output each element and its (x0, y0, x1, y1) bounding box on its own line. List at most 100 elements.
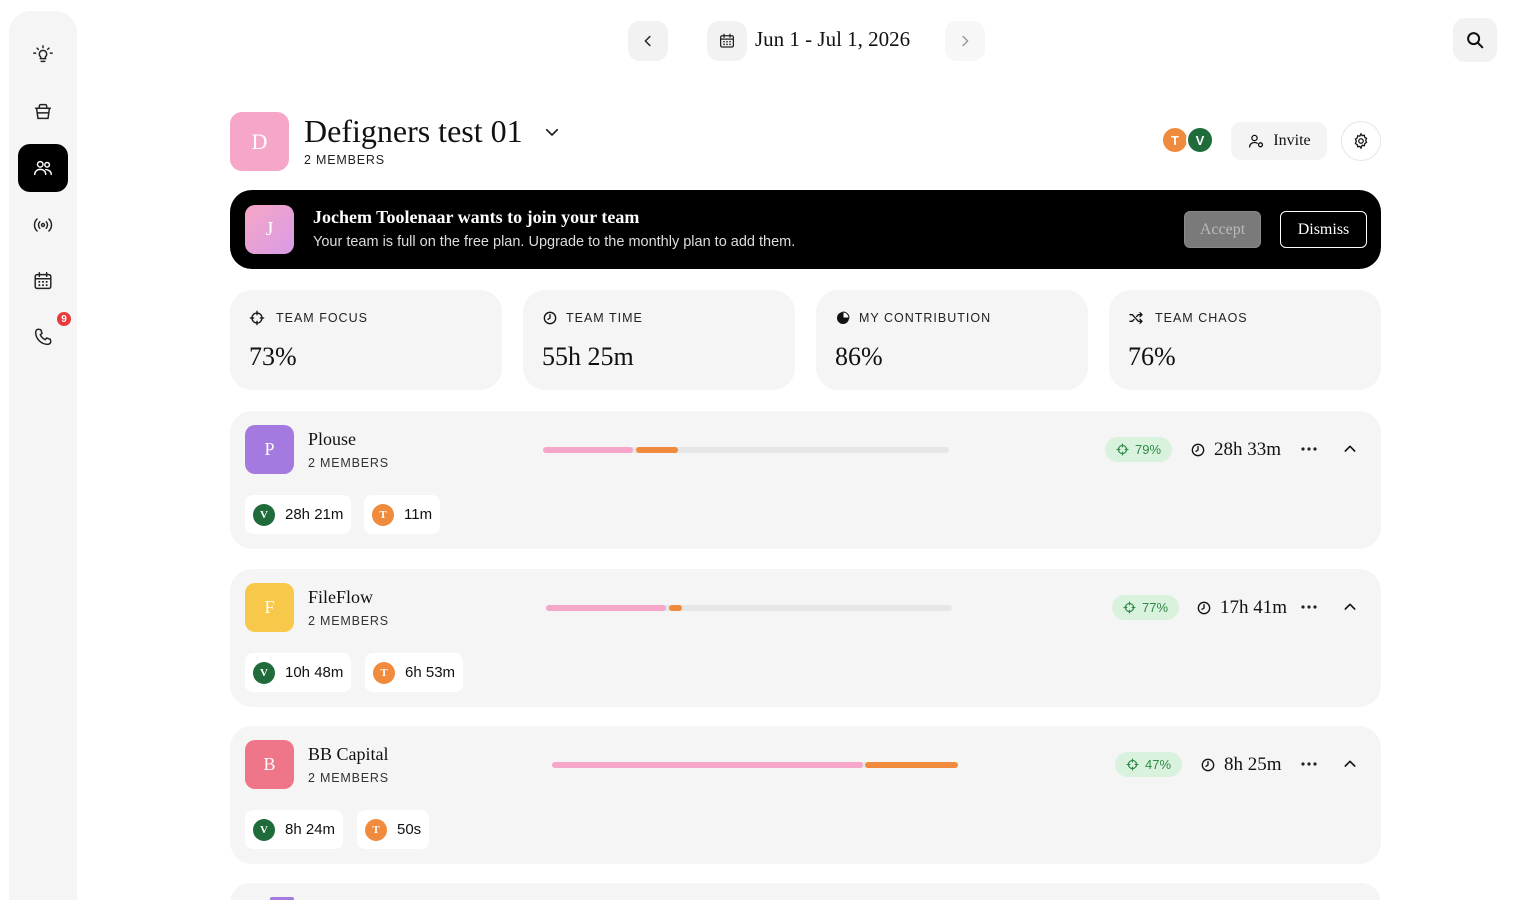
stat-value: 76% (1128, 342, 1176, 371)
accept-button[interactable]: Accept (1184, 211, 1261, 248)
more-icon[interactable] (1300, 603, 1318, 611)
project-name: FileFlow (308, 587, 374, 607)
member-time: 8h 24m (285, 821, 336, 838)
stat-card-my-contribution: MY CONTRIBUTION 86% (816, 290, 1088, 390)
member-avatar: T (372, 503, 394, 526)
team-icon (34, 160, 52, 176)
member-time-chip: V 8h 24m (245, 810, 344, 849)
date-picker-button[interactable] (707, 21, 747, 61)
time-bar-segment (865, 762, 958, 768)
member-time: 10h 48m (285, 664, 344, 681)
chevron-up-icon[interactable] (1342, 441, 1358, 457)
crosshair-icon (249, 310, 265, 326)
project-progress-track (543, 447, 949, 453)
member-time-chip: T 50s (357, 810, 430, 849)
member-avatar: V (253, 818, 275, 841)
project-members-count: 2 MEMBERS (308, 771, 389, 785)
focus-value: 79% (1135, 442, 1162, 457)
member-avatar: V (253, 503, 275, 526)
clock-icon (543, 311, 557, 325)
time-value: 17h 41m (1220, 597, 1288, 618)
invite-label: Invite (1273, 132, 1311, 149)
clock-icon (1201, 758, 1215, 772)
join-request-banner: J Jochem Toolenaar wants to join your te… (230, 190, 1381, 269)
project-name: Plouse (308, 429, 357, 449)
search-icon (1467, 32, 1484, 49)
invite-button[interactable]: Invite (1231, 122, 1327, 160)
chevron-down-icon[interactable] (543, 123, 561, 141)
member-time: 11m (404, 506, 433, 523)
member-time-chip: V 28h 21m (245, 495, 352, 534)
focus-bar-segment (552, 762, 863, 768)
focus-badge: 47% (1115, 752, 1183, 777)
add-user-icon (1249, 134, 1264, 148)
member-time: 28h 21m (285, 506, 344, 523)
member-avatar-v[interactable]: V (1186, 126, 1214, 154)
sidebar-item-break[interactable] (18, 87, 68, 135)
crosshair-icon (1126, 758, 1139, 771)
banner-title: Jochem Toolenaar wants to join your team (313, 207, 640, 227)
stat-value: 73% (249, 342, 297, 371)
member-avatar: V (253, 661, 275, 684)
project-card-bb-capital[interactable]: B BB Capital 2 MEMBERS 47% 8h 25m V 8h 2… (230, 726, 1381, 864)
prev-range-button[interactable] (628, 21, 668, 61)
calendar-icon (719, 33, 735, 48)
sidebar-item-team[interactable] (18, 144, 68, 192)
broadcast-icon (33, 218, 53, 232)
project-time: 17h 41m (1196, 597, 1287, 619)
stat-label: TEAM TIME (566, 311, 643, 325)
focus-value: 77% (1142, 600, 1169, 615)
time-value: 8h 25m (1224, 754, 1282, 775)
member-time: 50s (397, 821, 422, 838)
sidebar-item-calendar[interactable] (18, 257, 68, 305)
project-avatar: B (245, 740, 294, 789)
settings-button[interactable] (1341, 121, 1381, 161)
dismiss-button[interactable]: Dismiss (1280, 211, 1367, 248)
calls-badge: 9 (55, 310, 73, 328)
stat-card-team-time: TEAM TIME 55h 25m (523, 290, 795, 390)
requester-avatar: J (245, 205, 294, 254)
chevron-left-icon (644, 35, 651, 47)
team-name[interactable]: Defigners test 01 (304, 113, 523, 149)
member-avatar-t[interactable]: T (1161, 126, 1189, 154)
crosshair-icon (1116, 443, 1129, 456)
member-time-chip: T 11m (364, 495, 441, 534)
banner-subtitle: Your team is full on the free plan. Upgr… (313, 234, 796, 250)
team-avatar: D (230, 112, 289, 171)
stat-card-team-chaos: TEAM CHAOS 76% (1109, 290, 1381, 390)
chevron-up-icon[interactable] (1342, 599, 1358, 615)
next-range-button[interactable] (945, 21, 985, 61)
member-time-chip: V 10h 48m (245, 653, 352, 692)
more-icon[interactable] (1300, 445, 1318, 453)
project-avatar: F (245, 583, 294, 632)
focus-bar-segment (543, 447, 633, 453)
project-card-fileflow[interactable]: F FileFlow 2 MEMBERS 77% 17h 41m V 10h 4… (230, 569, 1381, 707)
project-card-partial[interactable] (230, 883, 1381, 900)
more-icon[interactable] (1300, 760, 1318, 768)
sidebar-item-calls[interactable] (18, 313, 68, 361)
member-time-chip: T 6h 53m (365, 653, 464, 692)
stat-label: TEAM FOCUS (276, 311, 368, 325)
phone-icon (34, 328, 52, 346)
focus-badge: 77% (1112, 595, 1180, 620)
sidebar-item-live[interactable] (18, 201, 68, 249)
member-avatar: T (373, 661, 395, 684)
sidebar-item-focus[interactable] (18, 31, 68, 79)
project-name: BB Capital (308, 744, 389, 764)
stat-value: 86% (835, 342, 883, 371)
project-members-count: 2 MEMBERS (308, 614, 389, 628)
stat-value: 55h 25m (542, 342, 634, 371)
clock-icon (1197, 601, 1211, 615)
project-card-plouse[interactable]: P Plouse 2 MEMBERS 79% 28h 33m V 28h 21m… (230, 411, 1381, 549)
focus-badge: 79% (1105, 437, 1173, 462)
search-button[interactable] (1453, 18, 1497, 62)
chevron-up-icon[interactable] (1342, 756, 1358, 772)
time-bar-segment (636, 447, 678, 453)
date-range-label[interactable]: Jun 1 - Jul 1, 2026 (755, 27, 911, 51)
project-time: 8h 25m (1200, 754, 1282, 776)
lightbulb-icon (33, 45, 53, 63)
focus-value: 47% (1145, 757, 1172, 772)
project-progress-track (546, 605, 952, 611)
calendar-icon (34, 272, 52, 290)
project-avatar (270, 897, 294, 900)
